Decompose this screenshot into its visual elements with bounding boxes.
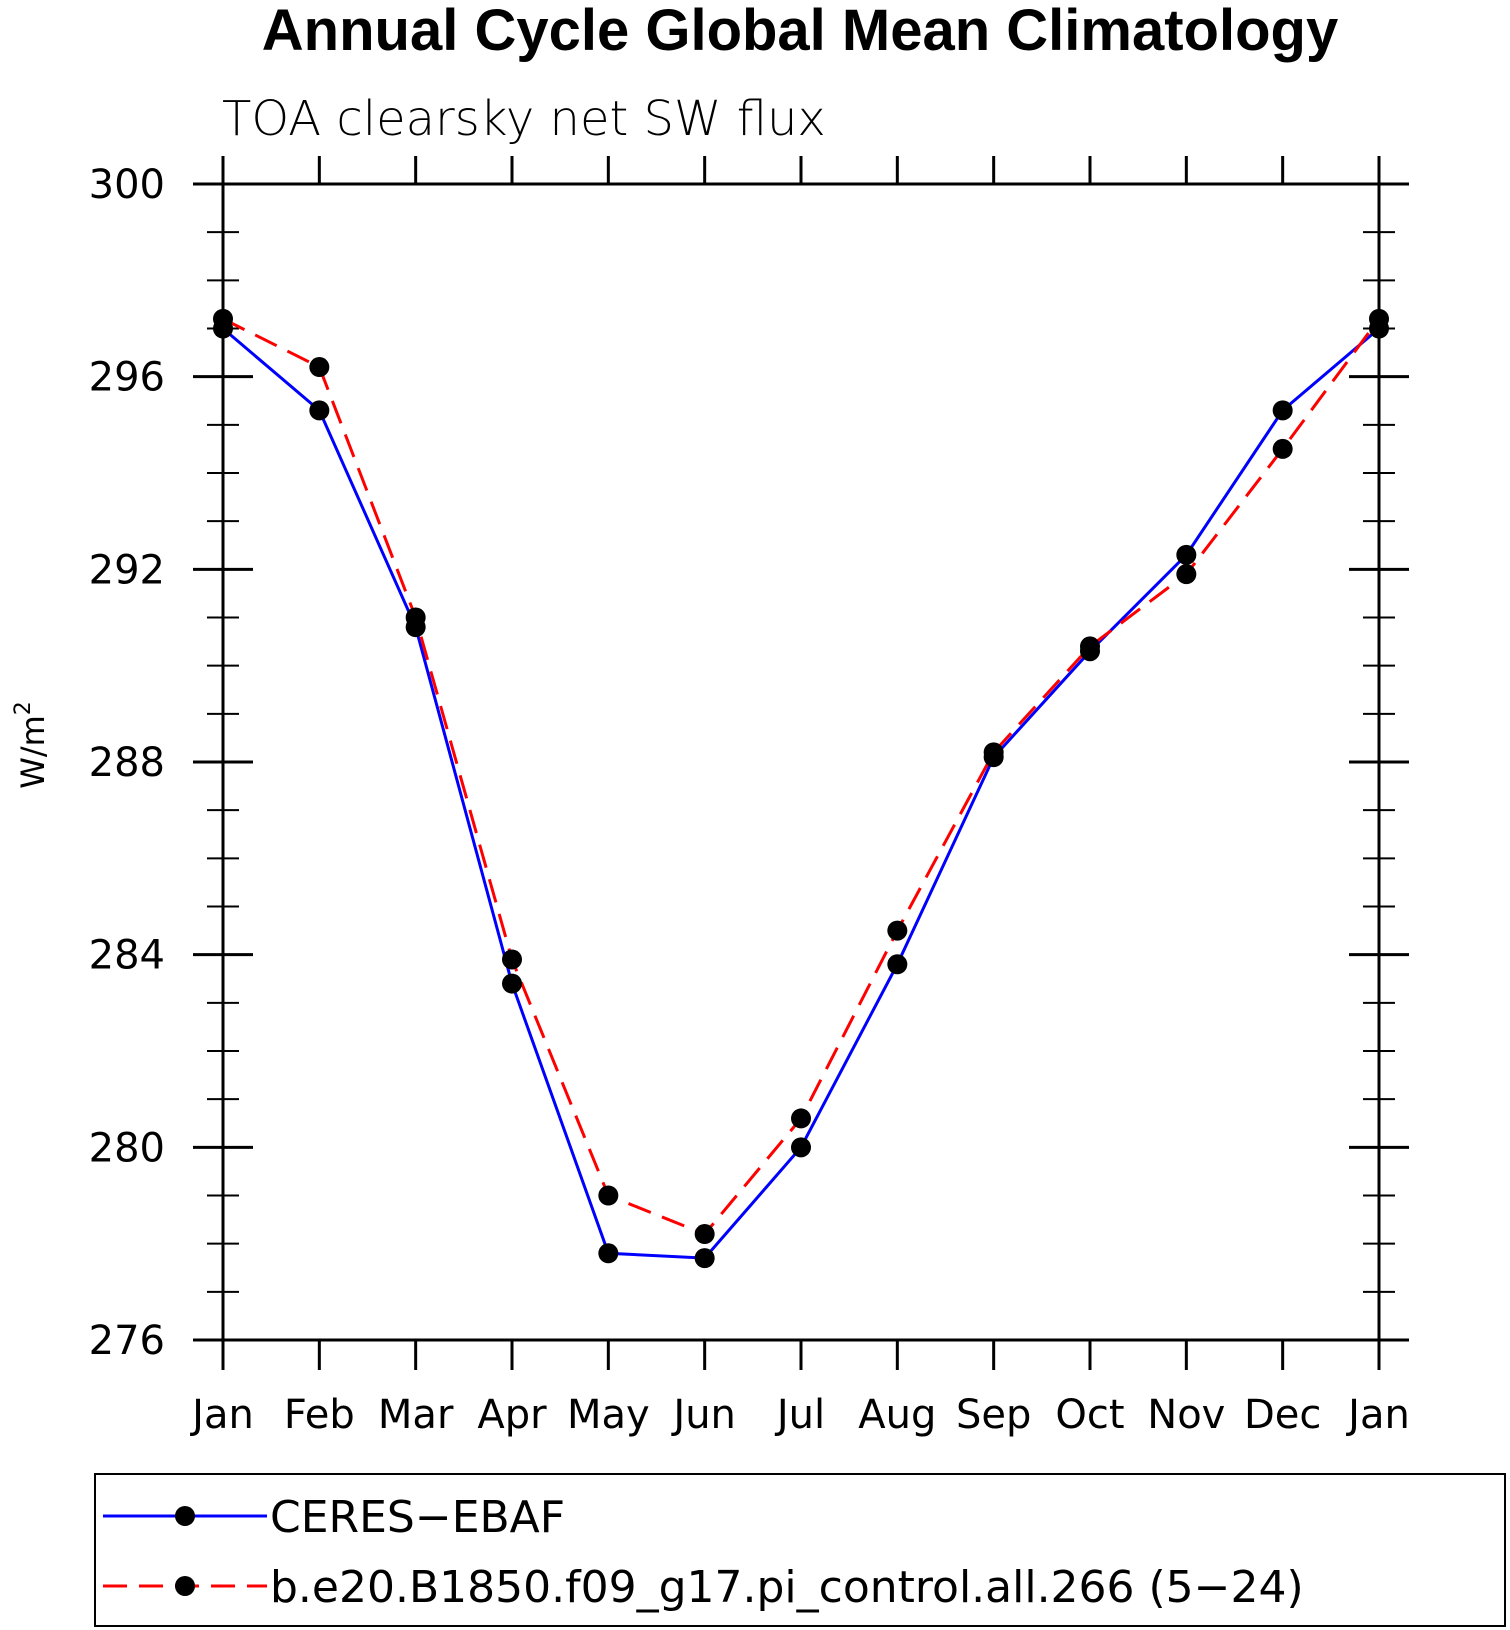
x-tick-label: Jan xyxy=(1345,1392,1410,1438)
data-series xyxy=(213,308,1389,1269)
data-point-series-1 xyxy=(791,1108,811,1129)
x-tick-label: May xyxy=(567,1392,650,1438)
data-point-series-1 xyxy=(1176,564,1197,585)
legend-marker-model xyxy=(175,1576,195,1596)
y-tick-label: 276 xyxy=(89,1318,165,1364)
x-tick-label: Feb xyxy=(284,1392,355,1438)
data-point-series-0 xyxy=(694,1248,715,1269)
data-point-series-1 xyxy=(598,1185,619,1206)
legend-marker-ceres xyxy=(175,1506,195,1526)
data-point-series-0 xyxy=(1272,400,1293,421)
data-point-series-0 xyxy=(791,1137,811,1158)
x-tick-label: Mar xyxy=(378,1392,454,1438)
data-point-series-1 xyxy=(213,308,233,329)
x-tick-label: Nov xyxy=(1147,1392,1225,1438)
plot-frame xyxy=(221,182,1381,1342)
x-tick-label: Apr xyxy=(477,1392,547,1438)
y-tick-label: 280 xyxy=(89,1125,165,1171)
y-tick-label: 300 xyxy=(89,162,165,208)
data-point-series-1 xyxy=(309,357,330,378)
x-tick-label: Sep xyxy=(956,1392,1031,1438)
legend-label-model: b.e20.B1850.f09_g17.pi_control.all.266 (… xyxy=(270,1562,1304,1613)
x-tick-labels: Jan Feb Mar Apr May Jun Jul Aug Sep Oct Nov Dec Jan xyxy=(189,1392,1410,1438)
chart-title: Annual Cycle Global Mean Climatology xyxy=(262,0,1338,63)
axis-ticks xyxy=(193,156,1409,1370)
x-tick-label: Oct xyxy=(1055,1392,1124,1438)
x-tick-label: Dec xyxy=(1244,1392,1321,1438)
x-tick-label: Jan xyxy=(189,1392,254,1438)
y-axis-label: W/m2 xyxy=(11,701,52,789)
y-tick-label: 296 xyxy=(89,355,165,401)
data-point-series-1 xyxy=(887,920,908,941)
data-point-series-1 xyxy=(405,607,426,628)
y-axis-label-base: W/m xyxy=(14,715,52,789)
data-point-series-1 xyxy=(694,1224,715,1245)
data-point-series-1 xyxy=(1369,308,1389,329)
data-point-series-1 xyxy=(1080,636,1100,657)
x-tick-label: Jun xyxy=(670,1392,736,1438)
data-point-series-0 xyxy=(502,973,522,994)
data-point-series-0 xyxy=(598,1243,619,1264)
legend-label-ceres: CERES−EBAF xyxy=(270,1492,565,1543)
data-point-series-1 xyxy=(1272,438,1293,459)
y-axis-label-superscript: 2 xyxy=(11,701,36,715)
data-point-series-1 xyxy=(502,949,522,970)
legend-item-ceres: CERES−EBAF xyxy=(103,1492,565,1543)
data-point-series-1 xyxy=(983,742,1004,763)
y-tick-label: 288 xyxy=(89,740,165,786)
data-point-series-0 xyxy=(887,954,908,975)
y-tick-labels: 276 280 284 288 292 296 300 xyxy=(89,162,165,1364)
series-line-1 xyxy=(222,317,1381,1236)
legend-box xyxy=(94,1473,1506,1627)
legend-item-model: b.e20.B1850.f09_g17.pi_control.all.266 (… xyxy=(103,1562,1304,1613)
y-tick-label: 292 xyxy=(89,547,165,593)
chart-subtitle: TOA clearsky net SW flux xyxy=(222,91,826,147)
data-point-series-0 xyxy=(1176,544,1197,565)
x-tick-label: Jul xyxy=(774,1392,825,1438)
data-point-series-0 xyxy=(309,400,330,421)
y-tick-label: 284 xyxy=(89,933,165,979)
x-tick-label: Aug xyxy=(858,1392,936,1438)
